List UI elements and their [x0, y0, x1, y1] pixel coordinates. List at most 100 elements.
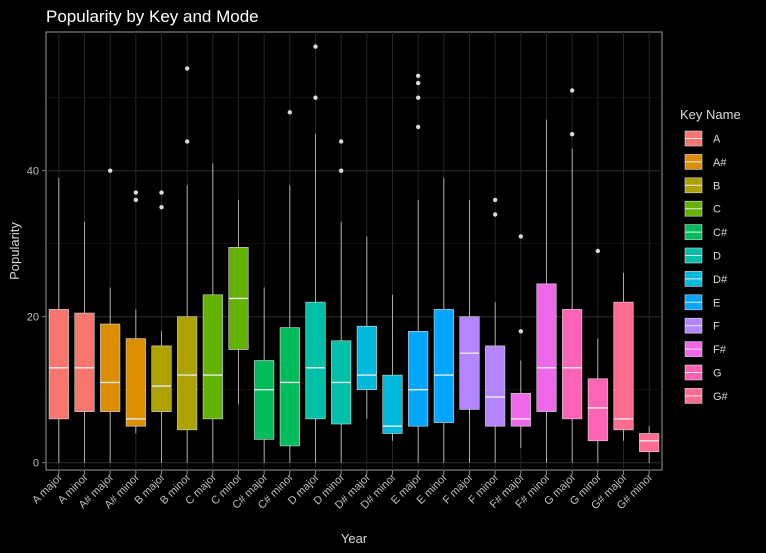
box-a-major	[48, 178, 69, 463]
outlier-point	[338, 168, 344, 173]
outlier-point	[287, 110, 293, 115]
box-body	[613, 301, 634, 431]
box-a-sharp-minor	[125, 190, 146, 434]
legend-label: A#	[713, 157, 727, 169]
y-axis-ticks: 0 20 40	[27, 166, 46, 470]
legend-label: D	[713, 251, 721, 263]
box-body	[279, 327, 300, 447]
outlier-point	[313, 44, 318, 49]
legend-item: G	[684, 364, 722, 381]
y-axis-title: Popularity	[7, 222, 22, 280]
outlier-point	[133, 190, 139, 195]
box-a-minor	[74, 221, 95, 463]
box-body	[562, 309, 583, 420]
outlier-point	[313, 95, 318, 100]
legend-label: F	[713, 321, 720, 333]
box-g-major	[562, 88, 583, 463]
outlier-point	[415, 95, 421, 100]
legend-label: C#	[713, 227, 728, 239]
box-body	[151, 345, 172, 412]
legend-item: C	[684, 200, 721, 217]
outlier-point	[107, 168, 113, 173]
box-series	[48, 44, 660, 463]
box-f-sharp-major	[510, 234, 531, 449]
outlier-point	[569, 88, 575, 93]
box-body	[433, 309, 454, 423]
legend-item: D	[684, 247, 721, 264]
box-body	[74, 312, 95, 412]
legend-title: Key Name	[680, 107, 741, 122]
outlier-point	[159, 190, 164, 195]
legend-item: A	[684, 130, 721, 147]
legend-item: D#	[684, 271, 728, 287]
outlier-point	[595, 248, 601, 254]
box-c-major	[202, 163, 223, 463]
legend-label: G#	[713, 391, 729, 403]
box-body	[177, 316, 198, 431]
legend-label: G	[713, 368, 722, 380]
box-f-sharp-minor	[536, 119, 557, 463]
outlier-point	[415, 73, 421, 79]
box-body	[254, 360, 275, 440]
box-body	[587, 378, 608, 442]
box-d-major	[305, 44, 326, 463]
box-body	[100, 323, 121, 412]
legend-item: F	[684, 317, 720, 334]
box-body	[408, 330, 429, 427]
box-g-sharp-major	[613, 272, 634, 441]
legend-label: F#	[713, 344, 727, 356]
legend-item: B	[684, 177, 720, 194]
outlier-point	[492, 212, 498, 217]
y-tick-label: 0	[33, 458, 39, 470]
box-e-minor	[433, 178, 454, 463]
y-tick-label: 40	[27, 166, 39, 178]
outlier-point	[415, 80, 421, 86]
legend-label: D#	[713, 274, 728, 286]
box-body	[382, 374, 403, 434]
legend-label: B	[713, 180, 720, 192]
legend-item: C#	[684, 224, 728, 240]
outlier-point	[133, 197, 139, 203]
box-body	[356, 325, 377, 391]
box-body	[536, 283, 557, 412]
box-d-minor	[331, 139, 352, 463]
outlier-point	[184, 139, 190, 144]
legend-label: E	[713, 297, 720, 309]
outlier-point	[569, 132, 575, 137]
outlier-point	[338, 139, 344, 144]
legend-item: G#	[684, 388, 729, 404]
outlier-point	[518, 234, 524, 239]
box-body	[125, 338, 146, 427]
box-f-major	[459, 199, 480, 463]
box-body	[485, 345, 506, 427]
box-b-major	[151, 190, 172, 463]
x-axis-title: Year	[341, 531, 368, 546]
chart-title: Popularity by Key and Mode	[46, 7, 259, 26]
box-g-sharp-minor	[639, 426, 660, 463]
outlier-point	[159, 205, 164, 210]
box-body	[459, 316, 480, 410]
legend-item: A#	[684, 154, 727, 170]
box-c-minor	[228, 199, 249, 405]
plot-panel	[45, 31, 663, 471]
box-body	[48, 309, 69, 420]
box-body	[639, 433, 660, 453]
box-body	[202, 294, 223, 420]
box-e-major	[408, 73, 429, 463]
outlier-point	[492, 197, 498, 203]
legend-item: E	[684, 294, 720, 311]
box-body	[305, 301, 326, 420]
box-g-minor	[587, 248, 608, 463]
box-d-sharp-major	[356, 236, 377, 419]
box-c-sharp-minor	[279, 110, 300, 463]
box-b-minor	[177, 66, 198, 463]
legend: Key Name A A# BC C# D D# EF F# G G#	[680, 107, 741, 404]
outlier-point	[184, 66, 190, 71]
legend-label: A	[713, 134, 721, 146]
legend-label: C	[713, 204, 721, 216]
box-a-sharp-major	[100, 168, 121, 463]
box-c-sharp-major	[254, 287, 275, 463]
y-tick-label: 20	[27, 312, 39, 324]
outlier-point	[518, 329, 524, 334]
